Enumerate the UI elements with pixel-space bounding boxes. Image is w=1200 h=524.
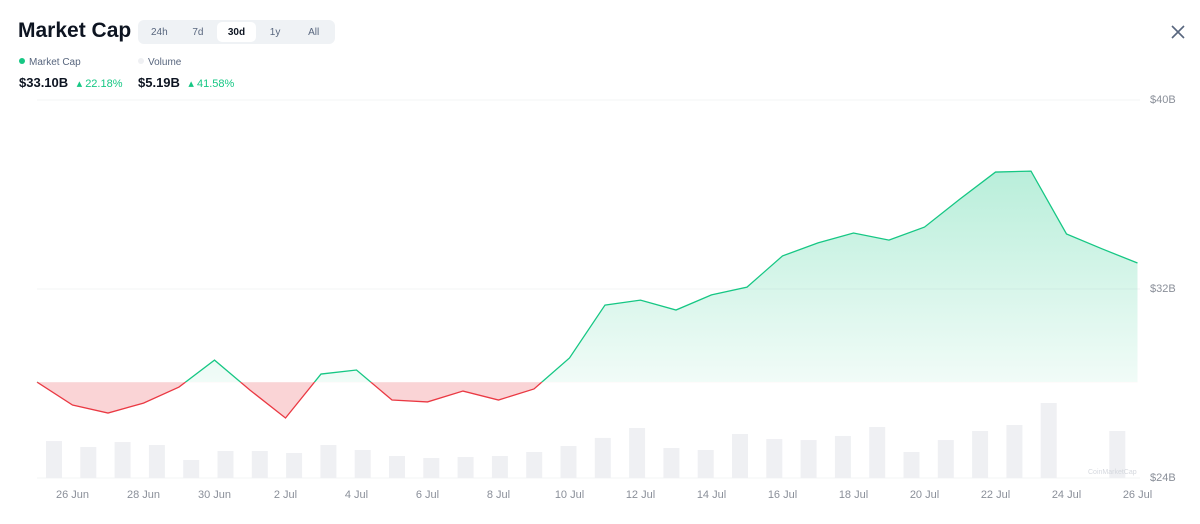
x-tick-label: 2 Jul xyxy=(274,489,297,501)
area-up xyxy=(37,171,1138,383)
y-tick-label: $40B xyxy=(1150,94,1176,106)
legend-dot xyxy=(138,58,144,64)
legend-label: Volume xyxy=(148,57,182,68)
x-tick-label: 24 Jul xyxy=(1052,489,1081,501)
volume-bar xyxy=(800,440,817,478)
volume-bar xyxy=(903,452,920,478)
volume-bar xyxy=(491,455,508,478)
volume-bar xyxy=(148,445,165,478)
volume-bar xyxy=(663,448,680,478)
line-up xyxy=(36,170,1138,383)
volume-bar xyxy=(869,427,886,478)
range-tab[interactable]: 7d xyxy=(179,22,218,42)
y-tick-label: $24B xyxy=(1150,472,1176,484)
x-tick-label: 8 Jul xyxy=(487,489,510,501)
volume-bar xyxy=(937,440,954,478)
x-tick-label: 28 Jun xyxy=(127,489,160,501)
x-tick-label: 26 Jul xyxy=(1123,489,1152,501)
y-tick-label: $32B xyxy=(1150,283,1176,295)
range-tab[interactable]: 24h xyxy=(140,22,179,42)
change-text: 41.58% xyxy=(196,78,235,90)
x-tick-label: 20 Jul xyxy=(910,489,939,501)
legend-name: Market Cap xyxy=(19,57,123,68)
legend-item: Volume $5.19B ▴ 41.58% xyxy=(138,57,234,92)
volume-bar xyxy=(1109,430,1126,478)
x-tick-label: 22 Jul xyxy=(981,489,1010,501)
volume-bar xyxy=(972,430,989,478)
volume-bar xyxy=(766,439,783,478)
volume-bar xyxy=(80,447,97,478)
volume-bar xyxy=(526,452,543,478)
legend-label: Market Cap xyxy=(29,57,81,68)
volume-bar xyxy=(423,457,440,478)
legend-change: ▴ 22.18% xyxy=(76,78,123,90)
legend-value: $33.10B xyxy=(19,75,69,90)
volume-bar xyxy=(594,437,611,478)
volume-bar xyxy=(1006,425,1023,478)
x-tick-label: 12 Jul xyxy=(626,489,655,501)
x-tick-label: 16 Jul xyxy=(768,489,797,501)
legend-dot xyxy=(19,58,25,64)
close-button[interactable] xyxy=(1168,22,1188,42)
volume-bar xyxy=(629,428,646,478)
volume-bar xyxy=(457,456,474,478)
legend-name: Volume xyxy=(138,57,234,68)
x-tick-label: 10 Jul xyxy=(555,489,584,501)
x-tick-label: 30 Jun xyxy=(198,489,231,501)
x-tick-label: 14 Jul xyxy=(697,489,726,501)
volume-bar xyxy=(251,451,268,478)
range-tab[interactable]: 30d xyxy=(217,22,256,42)
tab-bar: 24h 7d 30d 1y All xyxy=(138,20,335,44)
volume-bar xyxy=(46,441,62,478)
volume-bar xyxy=(560,446,577,478)
legend-value: $5.19B xyxy=(138,75,180,90)
volume-bar xyxy=(217,451,234,478)
title: Market Cap xyxy=(18,19,132,42)
change-text: 22.18% xyxy=(85,78,123,90)
volume-bar xyxy=(732,433,748,478)
volume-bar xyxy=(389,455,405,478)
x-tick-label: 26 Jun xyxy=(56,489,89,501)
area-down xyxy=(37,382,542,418)
legend-item: Market Cap $33.10B ▴ 22.18% xyxy=(19,57,123,92)
volume-bar xyxy=(183,459,200,478)
volume-bar xyxy=(320,445,337,478)
volume-bar xyxy=(354,450,371,478)
volume-bar xyxy=(834,435,851,478)
watermark: CoinMarketCap xyxy=(1088,469,1137,476)
volume-bar xyxy=(1040,403,1057,478)
x-tick-label: 6 Jul xyxy=(416,489,439,501)
volume-bar xyxy=(697,450,714,478)
legend-change: ▴ 41.58% xyxy=(188,78,235,90)
volume-bar xyxy=(286,453,303,478)
range-tab[interactable]: All xyxy=(294,22,333,42)
volume-bar xyxy=(114,442,131,478)
range-tab[interactable]: 1y xyxy=(256,22,295,42)
x-tick-label: 18 Jul xyxy=(839,489,868,501)
x-tick-label: 4 Jul xyxy=(345,489,368,501)
